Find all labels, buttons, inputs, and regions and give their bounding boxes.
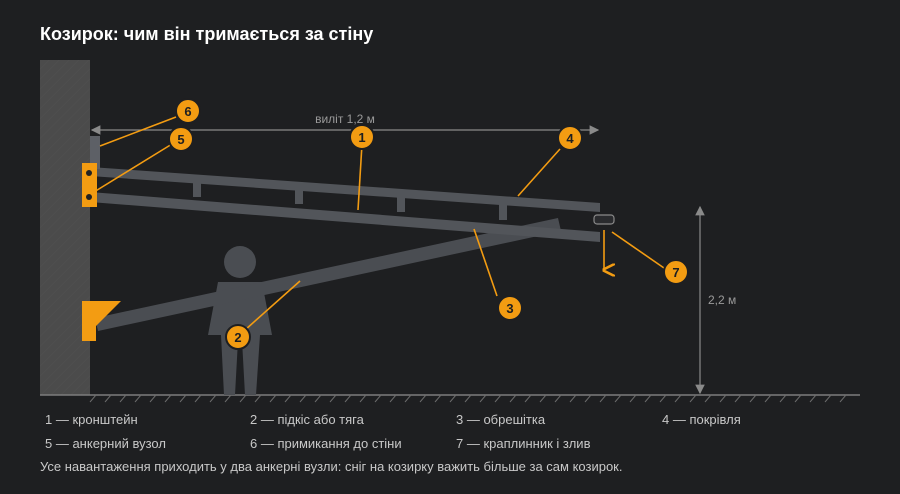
marker-2: 2 — [225, 324, 251, 350]
drip-edge — [593, 214, 615, 225]
ground-hatch-tick — [764, 394, 772, 403]
ground-hatch-tick — [644, 394, 652, 403]
legend-item-4: 4 — покрівля — [662, 412, 741, 427]
ground-hatch-tick — [629, 394, 637, 403]
ground-hatch-tick — [104, 394, 112, 403]
anchor-bolt — [86, 170, 92, 176]
ground-hatch-tick — [494, 394, 502, 403]
ground-hatch-tick — [404, 394, 412, 403]
ground-hatch-tick — [539, 394, 547, 403]
batten — [90, 192, 600, 242]
ground-hatch-tick — [179, 394, 187, 403]
bracket-posts — [193, 183, 507, 220]
ground-hatch-tick — [209, 394, 217, 403]
svg-text:7: 7 — [672, 265, 679, 280]
ground-hatch-tick — [509, 394, 517, 403]
anchor-bolt — [86, 194, 92, 200]
ground-hatch-tick — [269, 394, 277, 403]
ground-hatch-tick — [599, 394, 607, 403]
ground-hatch-tick — [284, 394, 292, 403]
anchor-plate-bottom — [82, 301, 96, 341]
svg-text:4: 4 — [566, 131, 574, 146]
anchor-gusset — [96, 301, 121, 326]
leader-lines — [93, 116, 665, 331]
ground-hatch-tick — [779, 394, 787, 403]
ground-hatch-tick — [314, 394, 322, 403]
wall-hatch — [40, 60, 90, 395]
ground-hatch-tick — [839, 394, 847, 403]
ground-hatch-tick — [674, 394, 682, 403]
diagram-title: Козирок: чим він тримається за стіну — [40, 24, 374, 44]
legend-item-3: 3 — обрешітка — [456, 412, 546, 427]
ground-hatch-tick — [224, 394, 232, 403]
ground-hatch-tick — [794, 394, 802, 403]
marker-1: 1 — [349, 124, 375, 150]
legend-item-7: 7 — краплинник і злив — [456, 436, 591, 451]
ground-hatch-tick — [149, 394, 157, 403]
anchor-plate-top — [82, 163, 97, 207]
ground-hatch-tick — [659, 394, 667, 403]
wall-flashing — [90, 136, 100, 169]
bracket — [90, 167, 600, 212]
ground-hatch-tick — [809, 394, 817, 403]
ground-hatch-tick — [254, 394, 262, 403]
svg-text:1: 1 — [358, 130, 365, 145]
ground-hatch-tick — [359, 394, 367, 403]
overhang-label: виліт 1,2 м — [315, 112, 375, 126]
ground-hatch-tick — [299, 394, 307, 403]
ground-hatch-tick — [719, 394, 727, 403]
legend-item-5: 5 — анкерний вузол — [45, 436, 166, 451]
ground-hatch-tick — [824, 394, 832, 403]
ground-hatch-tick — [749, 394, 757, 403]
ground-hatch-tick — [89, 394, 97, 403]
footnote: Усе навантаження приходить у два анкерні… — [40, 459, 623, 474]
marker-4: 4 — [557, 125, 583, 151]
ground-hatch-tick — [134, 394, 142, 403]
ground-hatch-tick — [389, 394, 397, 403]
ground-hatch-tick — [479, 394, 487, 403]
ground-hatch — [89, 394, 847, 403]
ground-hatch-tick — [194, 394, 202, 403]
marker-6: 6 — [175, 98, 201, 124]
ground-hatch-tick — [119, 394, 127, 403]
ground-hatch-tick — [449, 394, 457, 403]
svg-text:5: 5 — [177, 132, 184, 147]
legend-item-1: 1 — кронштейн — [45, 412, 138, 427]
marker-3: 3 — [497, 295, 523, 321]
marker-7: 7 — [663, 259, 689, 285]
ground-hatch-tick — [329, 394, 337, 403]
ground-hatch-tick — [239, 394, 247, 403]
ground-hatch-tick — [689, 394, 697, 403]
ground-hatch-tick — [734, 394, 742, 403]
ground-hatch-tick — [524, 394, 532, 403]
svg-text:2: 2 — [234, 330, 241, 345]
height-label: 2,2 м — [708, 293, 736, 307]
ground-hatch-tick — [584, 394, 592, 403]
ground-hatch-tick — [344, 394, 352, 403]
marker-5: 5 — [168, 126, 194, 152]
legend-item-2: 2 — підкіс або тяга — [250, 412, 364, 427]
legend-item-6: 6 — примикання до стіни — [250, 436, 402, 451]
ground-hatch-tick — [554, 394, 562, 403]
ground-hatch-tick — [434, 394, 442, 403]
svg-text:3: 3 — [506, 301, 513, 316]
ground-hatch-tick — [374, 394, 382, 403]
person-silhouette — [208, 246, 272, 395]
ground-hatch-tick — [464, 394, 472, 403]
ground-hatch-tick — [164, 394, 172, 403]
ground-hatch-tick — [614, 394, 622, 403]
ground-hatch-tick — [569, 394, 577, 403]
ground-hatch-tick — [419, 394, 427, 403]
brace — [95, 218, 561, 331]
ground-hatch-tick — [704, 394, 712, 403]
svg-text:6: 6 — [184, 104, 191, 119]
